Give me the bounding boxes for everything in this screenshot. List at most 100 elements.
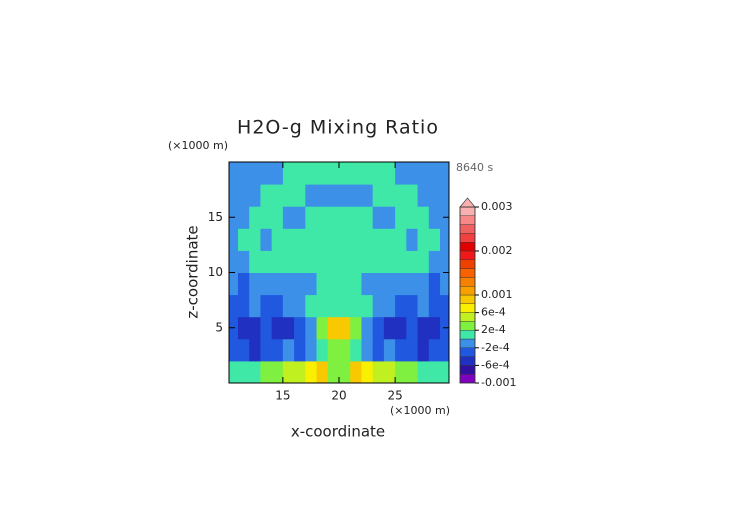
- contour-cell: [395, 228, 407, 251]
- contour-cell: [294, 338, 306, 362]
- colorbar-tick-label: -2e-4: [481, 341, 510, 354]
- colorbar-extension: [459, 197, 476, 208]
- contour-cell: [327, 272, 340, 296]
- contour-cell: [350, 316, 362, 340]
- contour-cell: [395, 338, 407, 362]
- contour-cell: [440, 360, 449, 383]
- contour-cell: [229, 250, 239, 273]
- contour-cell: [282, 184, 295, 207]
- contour-cell: [417, 272, 430, 296]
- contour-cell: [249, 338, 261, 362]
- contour-cell: [271, 184, 284, 207]
- contour-cell: [361, 272, 374, 296]
- contour-cell: [350, 338, 362, 362]
- contour-cell: [282, 338, 295, 362]
- contour-cell: [294, 316, 306, 340]
- contour-cell: [395, 294, 407, 318]
- contour-cell: [260, 206, 273, 229]
- contour-cell: [327, 250, 340, 273]
- contour-cell: [383, 250, 396, 273]
- colorbar-tick-label: 0.003: [481, 200, 513, 213]
- contour-cell: [327, 294, 340, 318]
- contour-cell: [305, 316, 318, 340]
- contour-cell: [440, 338, 449, 362]
- contour-cell: [417, 162, 430, 185]
- contour-cell: [282, 316, 295, 340]
- contour-cell: [294, 272, 306, 296]
- contour-cell: [350, 360, 362, 383]
- colorbar-band: [459, 303, 476, 313]
- contour-cell: [383, 338, 396, 362]
- contour-cell: [305, 360, 318, 383]
- contour-cell: [417, 206, 430, 229]
- contour-cell: [249, 294, 261, 318]
- contour-cell: [316, 206, 329, 229]
- contour-cell: [395, 316, 407, 340]
- contour-cell: [249, 360, 261, 383]
- contour-cell: [316, 184, 329, 207]
- contour-cell: [271, 162, 284, 185]
- contour-cell: [428, 184, 441, 207]
- contour-cell: [260, 272, 273, 296]
- x-unit: (×1000 m): [390, 404, 450, 417]
- contour-cell: [440, 228, 449, 251]
- contour-cell: [294, 250, 306, 273]
- colorbar-tick-label: 2e-4: [481, 323, 506, 336]
- contour-cell: [406, 338, 419, 362]
- contour-cell: [229, 272, 239, 296]
- contour-cell: [249, 272, 261, 296]
- contour-cell: [316, 228, 329, 251]
- x-tick-label: 20: [331, 389, 346, 403]
- contour-cell: [305, 228, 318, 251]
- contour-cell: [229, 294, 239, 318]
- contour-cell: [305, 338, 318, 362]
- contour-cell: [339, 338, 351, 362]
- contour-cell: [361, 162, 374, 185]
- contour-cell: [282, 272, 295, 296]
- contour-cell: [428, 206, 441, 229]
- contour-cell: [260, 360, 273, 383]
- contour-cell: [237, 316, 250, 340]
- contour-cell: [282, 162, 295, 185]
- contour-cell: [428, 228, 441, 251]
- contour-cell: [417, 294, 430, 318]
- contour-cell: [361, 184, 374, 207]
- contour-cell: [316, 360, 329, 383]
- contour-cell: [249, 316, 261, 340]
- contour-cell: [294, 162, 306, 185]
- contour-cell: [305, 272, 318, 296]
- contour-cell: [383, 272, 396, 296]
- contour-cell: [372, 338, 385, 362]
- contour-cell: [372, 228, 385, 251]
- contour-cell: [417, 184, 430, 207]
- contour-cell: [406, 360, 419, 383]
- contour-cell: [339, 250, 351, 273]
- contour-cell: [294, 228, 306, 251]
- contour-cell: [237, 272, 250, 296]
- contour-cell: [260, 184, 273, 207]
- contour-cell: [406, 228, 419, 251]
- colorbar-band: [459, 233, 476, 243]
- contour-cell: [271, 272, 284, 296]
- contour-cell: [440, 184, 449, 207]
- contour-cell: [229, 184, 239, 207]
- contour-cell: [271, 250, 284, 273]
- x-tick-label: 25: [387, 389, 402, 403]
- colorbar-band: [459, 224, 476, 234]
- contour-cell: [395, 162, 407, 185]
- contour-cell: [271, 228, 284, 251]
- contour-cell: [417, 250, 430, 273]
- contour-cell: [339, 206, 351, 229]
- contour-cell: [249, 206, 261, 229]
- contour-cell: [249, 250, 261, 273]
- contour-cell: [372, 162, 385, 185]
- colorbar-band: [459, 206, 476, 217]
- contour-cell: [361, 316, 374, 340]
- colorbar-band: [459, 374, 476, 384]
- colorbar-band: [459, 330, 476, 340]
- contour-cell: [237, 250, 250, 273]
- contour-cell: [372, 206, 385, 229]
- contour-cell: [417, 360, 430, 383]
- contour-cell: [395, 250, 407, 273]
- contour-cell: [350, 228, 362, 251]
